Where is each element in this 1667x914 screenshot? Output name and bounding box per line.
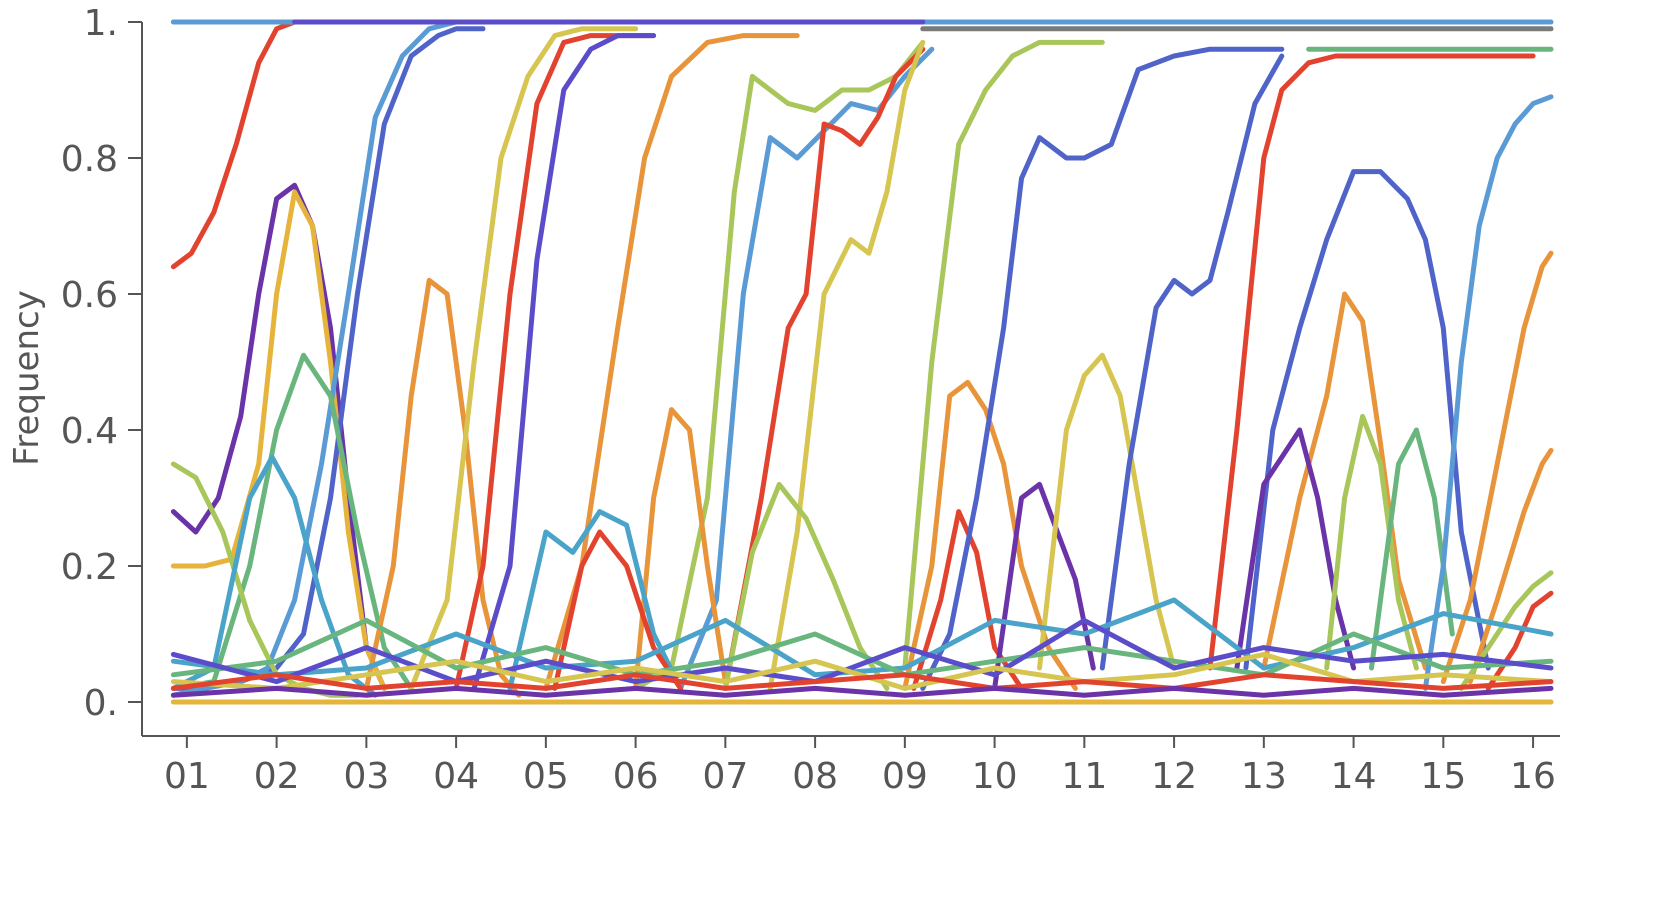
series-lines (170, 19, 1554, 705)
x-tick-label: 03 (343, 756, 389, 797)
series-line-27 (1037, 352, 1177, 671)
x-tick-label: 01 (164, 756, 210, 797)
series-line-24 (992, 481, 1096, 691)
series-line-18 (633, 407, 728, 691)
series-line-19 (507, 509, 683, 691)
x-tick-label: 10 (972, 756, 1018, 797)
x-tick-label: 11 (1061, 756, 1107, 797)
axis-ticks: 01 02 03 04 05 06 07 08 09 10 11 12 13 14 15 16 0. 0.2 0.4… (61, 3, 1556, 797)
y-tick-label: 1. (84, 3, 118, 44)
series-line-13 (543, 33, 800, 691)
series-line-2 (170, 182, 387, 691)
y-tick-label: 0.6 (61, 275, 118, 316)
series-line-40 (170, 597, 1554, 678)
x-tick-label: 06 (613, 756, 659, 797)
series-line-45 (170, 685, 1554, 698)
x-tick-label: 16 (1510, 756, 1556, 797)
series-line-35 (1422, 94, 1554, 691)
series-line-17 (767, 39, 926, 691)
series-line-34 (1369, 427, 1455, 671)
series-line-12 (471, 33, 657, 691)
series-line-16 (722, 46, 926, 691)
series-line-39 (1485, 590, 1554, 691)
series-line-36 (1440, 250, 1554, 685)
series-line-21 (722, 481, 890, 691)
series-line-3 (170, 189, 387, 691)
series-line-28 (1099, 53, 1285, 671)
series-line-10 (408, 26, 639, 691)
axes (141, 22, 1560, 737)
series-line-14 (633, 39, 926, 691)
x-tick-label: 13 (1241, 756, 1287, 797)
series-line-44 (170, 672, 1554, 691)
series-line-43 (170, 651, 1554, 691)
series-line-26 (920, 46, 1285, 691)
y-tick-label: 0.2 (61, 547, 118, 588)
x-tick-label: 02 (254, 756, 300, 797)
series-line-1 (170, 19, 315, 270)
series-line-20 (552, 529, 683, 691)
y-tick-label: 0.8 (61, 139, 118, 180)
x-tick-label: 15 (1420, 756, 1466, 797)
series-line-37 (1467, 447, 1554, 685)
x-tick-label: 14 (1331, 756, 1377, 797)
x-tick-label: 07 (702, 756, 748, 797)
x-tick-label: 04 (433, 756, 479, 797)
series-line-8 (170, 454, 378, 698)
series-line-15 (678, 46, 935, 691)
series-line-33 (1324, 413, 1419, 671)
x-tick-label: 05 (523, 756, 569, 797)
series-line-29 (1207, 53, 1536, 671)
series-line-30 (1243, 169, 1491, 671)
series-line-25 (902, 39, 1105, 671)
series-line-32 (1234, 427, 1357, 671)
series-line-42 (170, 617, 1554, 685)
y-tick-label: 0.4 (61, 411, 118, 452)
series-line-6 (170, 352, 414, 691)
y-tick-label: 0. (84, 683, 118, 724)
series-line-31 (1261, 291, 1428, 671)
x-tick-label: 09 (882, 756, 928, 797)
x-tick-label: 08 (792, 756, 838, 797)
x-tick-label: 12 (1151, 756, 1197, 797)
series-line-22 (902, 379, 1078, 691)
y-axis-label: Frequency (7, 290, 47, 466)
